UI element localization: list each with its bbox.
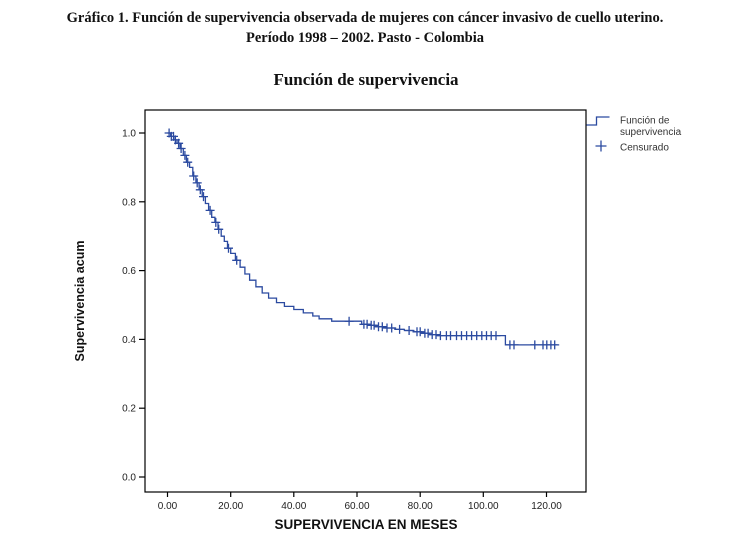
y-axis-title: Supervivencia acum <box>73 241 87 362</box>
legend-censored-plus-icon <box>595 140 607 152</box>
figure-caption-line2: Período 1998 – 2002. Pasto - Colombia <box>246 30 485 46</box>
x-axis-title: SUPERVIVENCIA EN MESES <box>274 517 457 532</box>
figure-caption-line1: Gráfico 1. Función de supervivencia obse… <box>67 10 664 26</box>
x-tick-label: 40.00 <box>281 501 306 512</box>
plot-area: 0.00 20.00 40.00 60.00 80.00 100.00 120.00 0.0… <box>122 109 587 512</box>
censored-marks <box>164 128 560 350</box>
y-tick-label: 0.8 <box>122 197 136 208</box>
legend: Función de supervivencia Censurado <box>586 116 682 154</box>
x-tick-label: 60.00 <box>344 501 369 512</box>
y-tick-label: 0.2 <box>122 404 136 415</box>
legend-label-censored: Censurado <box>620 143 669 154</box>
legend-label-survival-line1: Función de <box>620 116 670 127</box>
x-tick-label: 80.00 <box>408 501 433 512</box>
plot-border <box>144 109 587 493</box>
chart-title: Función de supervivencia <box>273 70 459 89</box>
x-tick-label: 0.00 <box>158 501 178 512</box>
legend-survival-line-icon <box>586 116 610 126</box>
x-axis-ticks: 0.00 20.00 40.00 60.00 80.00 100.00 120.00 <box>158 492 562 512</box>
y-tick-label: 0.0 <box>122 473 136 484</box>
x-tick-label: 120.00 <box>531 501 562 512</box>
legend-label-survival-line2: supervivencia <box>620 127 682 138</box>
y-tick-label: 0.6 <box>122 266 136 277</box>
x-tick-label: 20.00 <box>218 501 243 512</box>
x-tick-label: 100.00 <box>468 501 499 512</box>
y-axis-ticks: 0.0 0.2 0.4 0.6 0.8 1.0 <box>122 129 145 484</box>
y-tick-label: 1.0 <box>122 129 136 140</box>
y-tick-label: 0.4 <box>122 335 136 346</box>
